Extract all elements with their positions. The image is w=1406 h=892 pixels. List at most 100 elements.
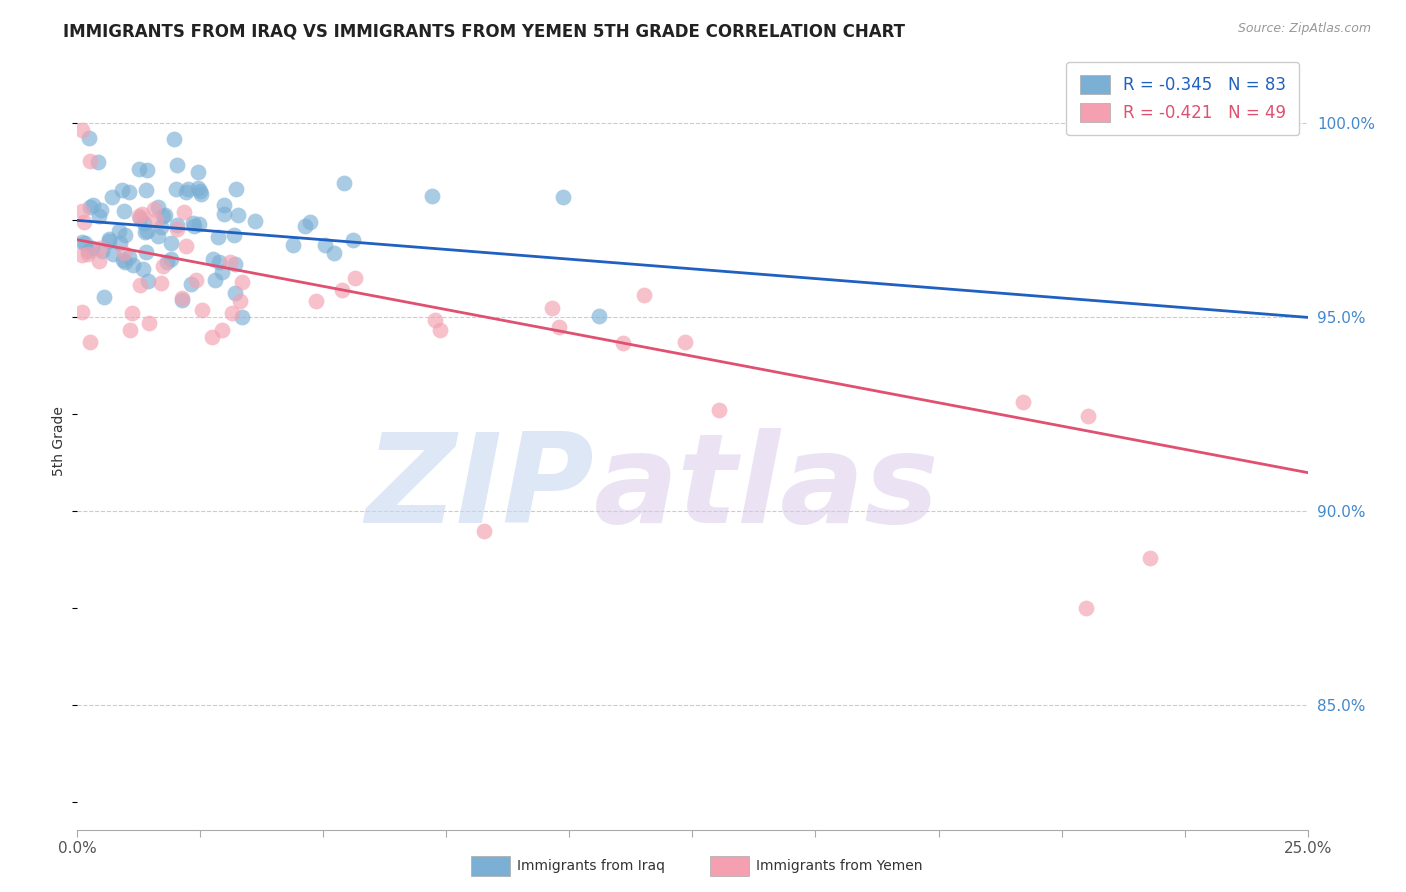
Point (136, 163, 159, 178)
Point (118, 323, 141, 337)
Point (131, 207, 153, 221)
Point (222, 228, 245, 243)
Point (132, 262, 155, 277)
Point (108, 235, 131, 250)
Point (423, 313, 446, 327)
Text: IMMIGRANTS FROM IRAQ VS IMMIGRANTS FROM YEMEN 5TH GRADE CORRELATION CHART: IMMIGRANTS FROM IRAQ VS IMMIGRANTS FROM … (63, 22, 905, 40)
Point (187, 165, 209, 179)
Point (89, 242, 111, 256)
Point (174, 239, 197, 253)
Point (294, 219, 316, 233)
Point (98, 234, 121, 248)
Point (128, 162, 150, 177)
Point (211, 265, 233, 279)
Text: atlas: atlas (595, 427, 939, 549)
Point (330, 283, 353, 297)
Point (82, 241, 104, 255)
Point (219, 255, 242, 269)
Point (111, 183, 134, 197)
Point (159, 235, 181, 250)
Point (174, 186, 197, 200)
Point (472, 524, 495, 538)
Point (173, 204, 195, 219)
Point (79, 334, 101, 349)
Y-axis label: 5th Grade: 5th Grade (52, 407, 66, 476)
Point (673, 335, 696, 350)
Point (231, 275, 253, 289)
Point (177, 182, 200, 196)
Point (132, 216, 155, 230)
Point (134, 225, 156, 239)
Point (202, 252, 225, 266)
Point (135, 183, 157, 197)
Point (305, 293, 328, 308)
Point (541, 301, 564, 315)
Point (553, 190, 575, 204)
Point (148, 228, 170, 243)
Point (159, 252, 181, 266)
Text: Immigrants from Yemen: Immigrants from Yemen (756, 859, 922, 873)
Point (70, 122, 93, 136)
Point (166, 218, 188, 232)
Point (707, 403, 730, 417)
Point (204, 273, 226, 287)
Point (224, 257, 246, 271)
Point (77, 247, 100, 261)
Point (226, 208, 249, 222)
Point (70, 247, 93, 261)
Point (91, 244, 114, 258)
Point (322, 245, 344, 260)
Point (187, 217, 209, 231)
Point (228, 293, 250, 308)
Point (128, 211, 150, 226)
Point (170, 291, 193, 305)
Point (612, 335, 634, 350)
Point (70, 204, 93, 219)
Point (79, 153, 101, 168)
Point (90, 203, 112, 218)
Point (101, 246, 124, 260)
Point (128, 209, 150, 223)
Point (73, 235, 96, 250)
Point (180, 277, 202, 292)
Point (138, 274, 160, 288)
Point (332, 176, 354, 190)
Point (166, 158, 188, 172)
Point (191, 302, 214, 317)
Point (163, 132, 186, 146)
Point (225, 181, 247, 195)
Point (231, 310, 253, 324)
Point (98, 232, 121, 246)
Point (211, 323, 233, 337)
Point (208, 255, 231, 269)
Point (107, 224, 129, 238)
Point (138, 316, 160, 330)
Point (1076, 601, 1098, 615)
Point (224, 285, 246, 300)
Point (588, 310, 610, 324)
Point (281, 238, 304, 252)
Point (190, 186, 212, 201)
Point (184, 273, 207, 287)
Point (87, 155, 110, 169)
Point (121, 259, 143, 273)
Point (118, 186, 141, 200)
Point (150, 277, 173, 291)
Point (82, 198, 104, 212)
Point (145, 213, 167, 227)
Point (170, 293, 193, 308)
Point (143, 202, 166, 216)
Point (93, 289, 115, 303)
Point (1012, 395, 1035, 409)
Point (129, 278, 152, 293)
Point (420, 189, 443, 203)
Point (188, 184, 211, 198)
Point (77, 244, 100, 258)
Point (114, 228, 136, 243)
Point (187, 181, 209, 195)
Point (73, 215, 96, 229)
Point (72, 305, 94, 319)
Point (152, 209, 174, 223)
Point (135, 244, 157, 259)
Point (207, 229, 229, 244)
